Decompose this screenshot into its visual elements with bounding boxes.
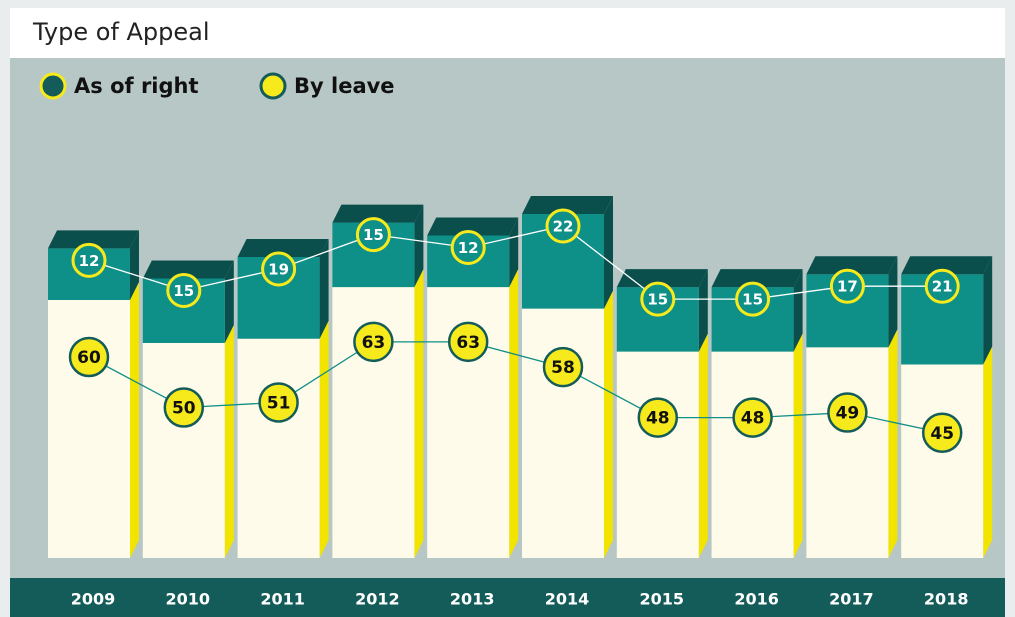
- bar-side: [130, 230, 139, 300]
- x-tick-label: 2011: [260, 590, 305, 609]
- x-tick-label: 2010: [166, 590, 211, 609]
- bar-side: [888, 329, 898, 558]
- value-badge: [450, 230, 486, 265]
- x-tick-label: 2014: [545, 590, 590, 609]
- bar-side: [983, 256, 993, 365]
- bar-segment: [711, 351, 794, 558]
- x-tick-label: 2015: [640, 590, 685, 609]
- bar-side: [414, 269, 424, 558]
- value-badge: [353, 321, 394, 363]
- bar-side: [224, 325, 234, 558]
- value-badge: [640, 281, 676, 317]
- value-badge: [827, 392, 868, 433]
- data-label: 22: [553, 218, 574, 236]
- data-label: 60: [77, 348, 101, 368]
- bar-cap: [142, 260, 234, 279]
- value-badge: [261, 251, 297, 287]
- bar-segment: [522, 308, 604, 558]
- data-label: 45: [930, 424, 954, 444]
- bar-segment: [806, 347, 889, 558]
- bar-segment: [142, 343, 225, 558]
- value-badge: [163, 387, 205, 428]
- data-label: 63: [362, 333, 386, 353]
- data-label: 51: [267, 393, 291, 413]
- data-label: 17: [837, 278, 858, 296]
- bar-segment: [237, 338, 320, 558]
- legend-label: By leave: [294, 74, 395, 98]
- bar-side: [414, 204, 424, 288]
- bar-side: [509, 217, 519, 288]
- value-badge: [637, 397, 679, 438]
- x-tick-label: 2017: [829, 590, 874, 609]
- value-badge: [921, 412, 963, 453]
- value-badge: [68, 336, 110, 378]
- data-label: 48: [741, 409, 765, 429]
- bar-segment: [901, 364, 984, 558]
- bar-side: [793, 269, 803, 352]
- x-tick-label: 2013: [450, 590, 495, 609]
- label-connector: [88, 225, 943, 300]
- value-badge: [355, 217, 391, 253]
- value-badge: [542, 346, 584, 388]
- label-connector: [88, 341, 943, 434]
- value-badge: [732, 397, 773, 438]
- bar-cap: [48, 230, 139, 249]
- bar-side: [888, 256, 898, 348]
- value-badge: [71, 242, 107, 278]
- bar-cap: [522, 196, 613, 214]
- legend-swatch: [39, 72, 67, 100]
- bar-side: [983, 346, 993, 558]
- bar-side: [698, 269, 708, 352]
- bar-cap: [711, 269, 803, 288]
- bar-segment: [616, 351, 699, 558]
- x-tick-label: 2009: [71, 590, 116, 609]
- title-bar: [10, 8, 1005, 58]
- bar-side: [698, 333, 708, 558]
- data-label: 58: [551, 358, 575, 378]
- bar-side: [604, 196, 613, 309]
- chart-title: Type of Appeal: [32, 18, 210, 46]
- bar-cap: [806, 256, 898, 275]
- data-label: 50: [172, 399, 196, 419]
- data-label: 48: [646, 409, 670, 429]
- data-label: 12: [458, 239, 479, 257]
- data-label: 19: [268, 261, 289, 279]
- value-badge: [447, 321, 489, 363]
- data-label: 15: [647, 291, 668, 309]
- value-badge: [829, 268, 865, 304]
- x-tick-label: 2012: [355, 590, 400, 609]
- data-label: 21: [932, 278, 953, 296]
- bar-cap: [427, 217, 519, 236]
- value-badge: [735, 281, 771, 317]
- value-badge: [258, 382, 299, 423]
- data-label: 15: [363, 226, 384, 244]
- data-label: 49: [836, 404, 860, 424]
- data-label: 63: [456, 333, 480, 353]
- value-badge: [545, 208, 581, 244]
- bar-cap: [332, 204, 424, 223]
- bar-side: [319, 239, 329, 339]
- axis-band: [10, 578, 1005, 617]
- legend-label: As of right: [74, 74, 199, 98]
- value-badge: [924, 268, 960, 304]
- bar-cap: [616, 269, 708, 288]
- data-label: 15: [173, 282, 194, 300]
- x-tick-label: 2016: [734, 590, 779, 609]
- legend-swatch: [259, 72, 287, 100]
- bar-side: [130, 282, 139, 558]
- bar-side: [793, 333, 803, 558]
- value-badge: [166, 273, 202, 308]
- bar-side: [604, 290, 613, 558]
- bar-cap: [901, 256, 993, 275]
- data-label: 12: [79, 252, 100, 270]
- data-label: 15: [742, 291, 763, 309]
- bar-side: [319, 320, 329, 558]
- bar-cap: [237, 239, 329, 257]
- x-tick-label: 2018: [924, 590, 969, 609]
- bar-side: [509, 269, 519, 558]
